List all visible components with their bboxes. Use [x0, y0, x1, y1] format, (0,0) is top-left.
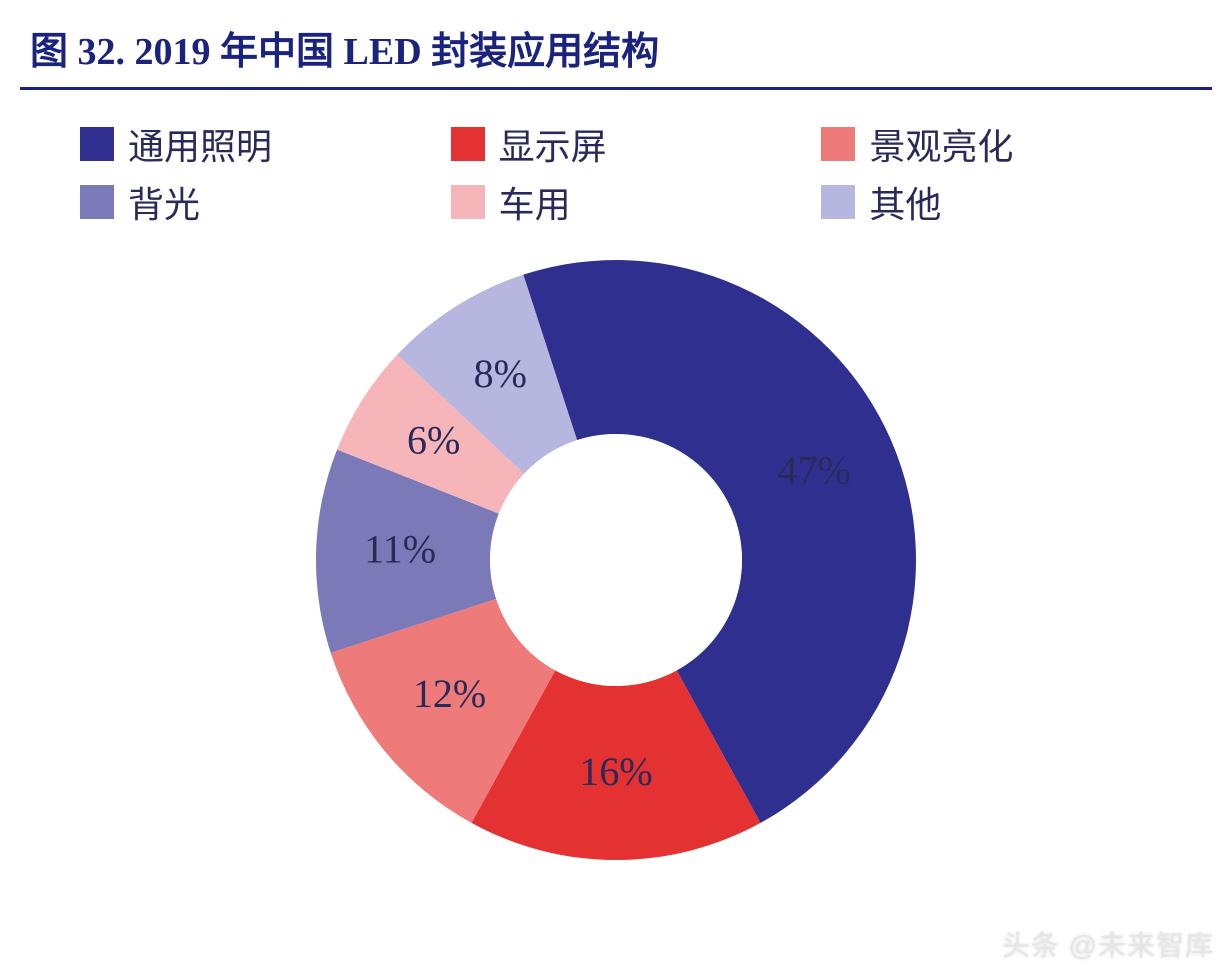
legend-label: 显示屏 — [499, 118, 607, 170]
legend-swatch — [451, 127, 485, 161]
legend-swatch — [80, 127, 114, 161]
legend-swatch — [80, 185, 114, 219]
legend-item: 景观亮化 — [821, 118, 1172, 170]
slice-label: 12% — [413, 671, 486, 716]
donut-svg: 47% 16% 12% 11% 6% 8% — [256, 200, 976, 920]
legend-label: 景观亮化 — [869, 118, 1013, 170]
chart-container: 图 32. 2019 年中国 LED 封装应用结构 通用照明显示屏景观亮化背光车… — [0, 0, 1232, 976]
legend-label: 通用照明 — [128, 118, 272, 170]
donut-hole — [490, 434, 742, 686]
watermark-text: 头条 @未来智库 — [1002, 924, 1214, 964]
donut-chart: 47% 16% 12% 11% 6% 8% — [256, 200, 976, 920]
slice-label: 47% — [778, 447, 851, 492]
chart-title: 图 32. 2019 年中国 LED 封装应用结构 — [20, 10, 1212, 90]
slice-label: 11% — [364, 526, 436, 571]
slice-label: 8% — [474, 351, 527, 396]
legend-item: 通用照明 — [80, 118, 431, 170]
legend-swatch — [821, 127, 855, 161]
legend-label: 背光 — [128, 176, 200, 228]
slice-label: 16% — [579, 749, 652, 794]
slice-label: 6% — [407, 417, 460, 462]
legend-item: 显示屏 — [451, 118, 802, 170]
